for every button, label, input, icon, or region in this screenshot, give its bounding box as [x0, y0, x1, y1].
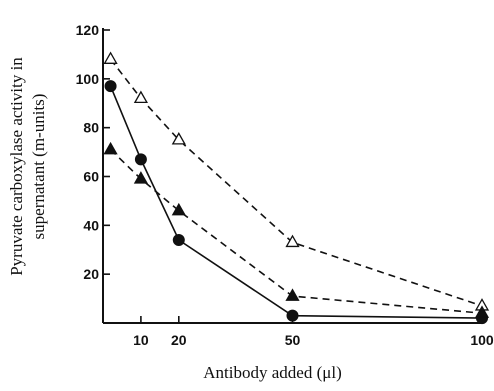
y-tick-label: 60	[83, 169, 99, 185]
data-point-filled-triangle	[103, 141, 118, 155]
x-axis-title: Antibody added (μl)	[203, 363, 341, 382]
data-point-filled-triangle	[133, 171, 148, 184]
y-axis-title-line-2: supernatant (m-units)	[29, 94, 48, 240]
data-point-filled-triangle	[474, 305, 490, 318]
x-tick-label: 20	[171, 332, 187, 348]
data-point-circle	[104, 80, 117, 93]
y-ticks: 20 40 60 80 100 120	[76, 22, 110, 282]
x-ticks: 10 20 50 100	[133, 316, 494, 348]
y-tick-label: 40	[83, 217, 99, 233]
y-tick-label: 100	[76, 71, 100, 87]
y-tick-label: 20	[83, 266, 99, 282]
data-point-circle	[286, 309, 299, 322]
y-tick-label: 120	[76, 22, 100, 38]
data-point-open-triangle	[171, 132, 186, 145]
x-tick-label: 100	[470, 332, 494, 348]
x-tick-label: 10	[133, 332, 149, 348]
series-3	[103, 141, 490, 318]
series-2	[104, 80, 488, 325]
series-3-line	[110, 149, 483, 314]
series-1	[103, 51, 490, 311]
data-point-filled-triangle	[285, 288, 300, 301]
y-tick-label: 80	[83, 120, 99, 136]
y-axis-title-line-1: Pyruvate carboxylase activity in	[7, 57, 26, 276]
x-tick-label: 50	[285, 332, 301, 348]
data-point-open-triangle	[103, 51, 118, 64]
series-1-line	[109, 58, 483, 307]
data-point-filled-triangle	[171, 202, 186, 216]
data-point-circle	[134, 153, 147, 166]
data-point-open-triangle	[285, 234, 300, 248]
data-point-circle	[172, 233, 185, 246]
series	[103, 51, 490, 325]
y-axis-title: Pyruvate carboxylase activity in superna…	[7, 57, 48, 276]
series-2-line	[109, 85, 483, 319]
data-point-open-triangle	[133, 90, 148, 104]
axes	[102, 28, 482, 324]
